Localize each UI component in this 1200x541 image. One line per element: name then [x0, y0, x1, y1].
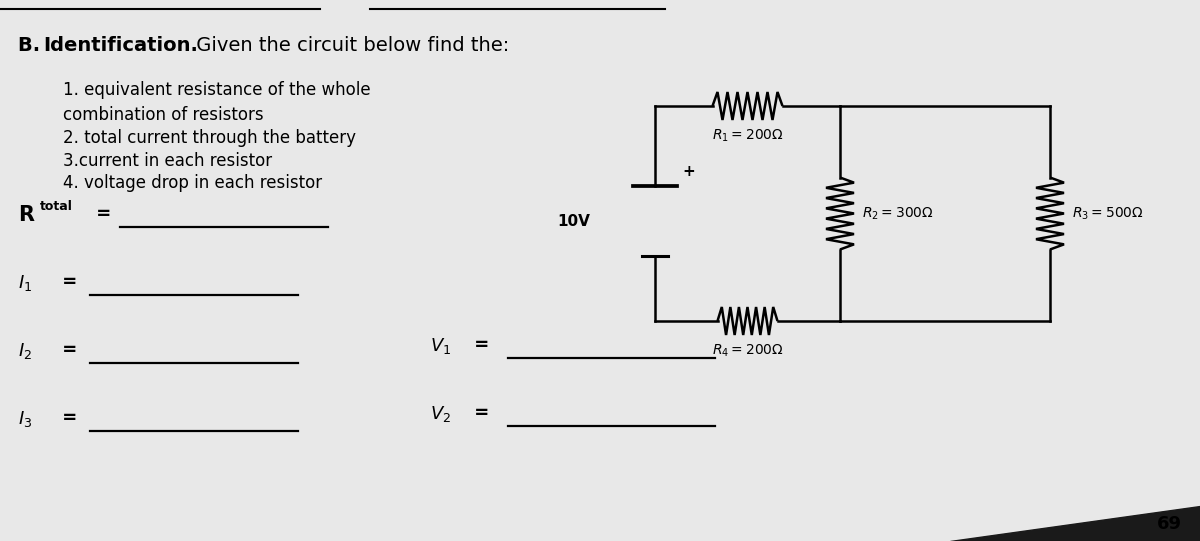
Text: =: = [90, 205, 112, 223]
Text: 2. total current through the battery: 2. total current through the battery [64, 129, 356, 147]
Text: total: total [40, 200, 73, 213]
Text: Given the circuit below find the:: Given the circuit below find the: [190, 36, 509, 55]
Text: 69: 69 [1157, 515, 1182, 533]
Text: =: = [468, 336, 490, 354]
Text: =: = [468, 404, 490, 422]
Text: 10V: 10V [557, 214, 590, 228]
Text: combination of resistors: combination of resistors [64, 106, 264, 124]
Text: 1. equivalent resistance of the whole: 1. equivalent resistance of the whole [64, 81, 371, 99]
Text: $I_1$: $I_1$ [18, 273, 32, 293]
Text: +: + [682, 164, 695, 179]
Text: 3.current in each resistor: 3.current in each resistor [64, 152, 272, 170]
Text: Identification.: Identification. [43, 36, 198, 55]
Text: $R_4=200\Omega$: $R_4=200\Omega$ [712, 343, 784, 359]
Text: B.: B. [18, 36, 47, 55]
Text: $I_3$: $I_3$ [18, 409, 32, 429]
Text: =: = [56, 273, 77, 291]
Text: $R_2=300\Omega$: $R_2=300\Omega$ [862, 205, 934, 222]
Text: $R_3=500\Omega$: $R_3=500\Omega$ [1072, 205, 1144, 222]
Text: =: = [56, 341, 77, 359]
Polygon shape [950, 506, 1200, 541]
Text: 4. voltage drop in each resistor: 4. voltage drop in each resistor [64, 174, 322, 192]
Text: $V_1$: $V_1$ [430, 336, 451, 356]
Text: $I_2$: $I_2$ [18, 341, 32, 361]
Text: $V_2$: $V_2$ [430, 404, 451, 424]
Text: =: = [56, 409, 77, 427]
Text: R: R [18, 205, 34, 225]
Text: $R_1=200\Omega$: $R_1=200\Omega$ [712, 128, 784, 144]
